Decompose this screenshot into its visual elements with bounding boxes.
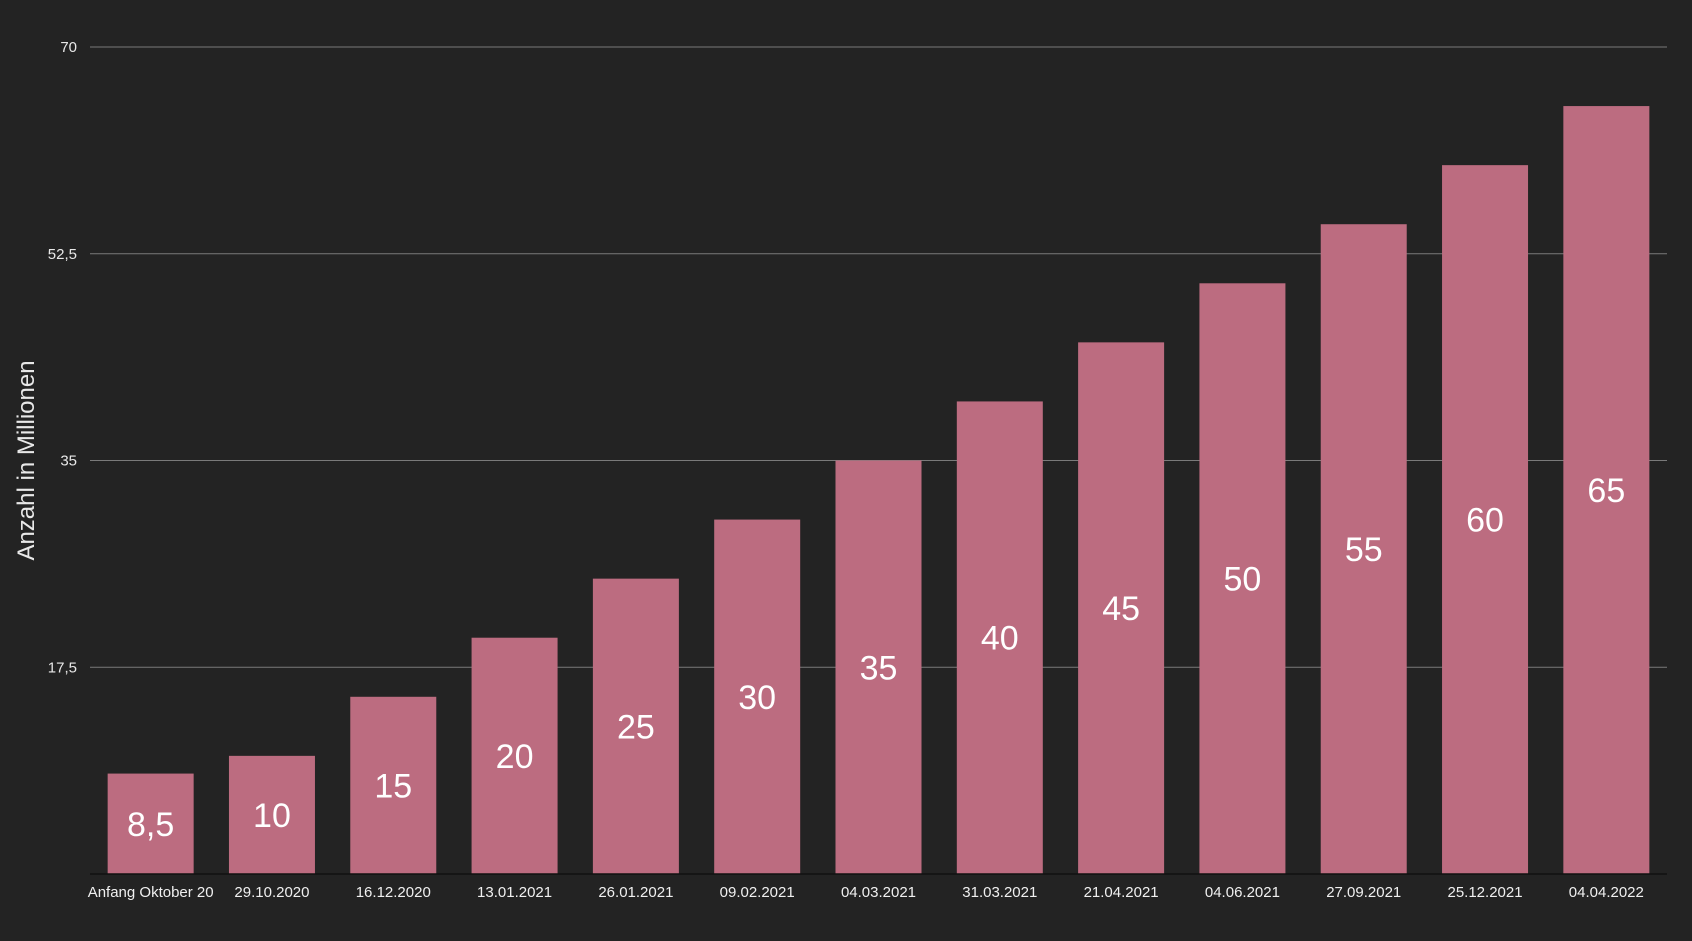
bars [107, 106, 1650, 875]
bar-value-label: 65 [1587, 472, 1625, 510]
bar-value-label: 15 [374, 767, 412, 805]
y-tick-label: 70 [60, 39, 77, 56]
x-tick-label: 31.03.2021 [962, 884, 1037, 901]
bar [107, 773, 194, 874]
bar-value-label: 8,5 [127, 806, 174, 844]
bar-value-label: 55 [1345, 531, 1383, 569]
x-tick-label: Anfang Oktober 20 [88, 884, 214, 901]
bar [1563, 106, 1650, 875]
x-tick-label: 21.04.2021 [1084, 884, 1159, 901]
bar-value-label: 30 [738, 679, 776, 717]
x-tick-label: 04.03.2021 [841, 884, 916, 901]
x-tick-label: 25.12.2021 [1447, 884, 1522, 901]
bar [835, 460, 922, 874]
bar [1199, 283, 1286, 874]
x-axis-ticks: Anfang Oktober 20 29.10.2020 16.12.2020 13.… [88, 884, 1644, 901]
bar-value-label: 20 [496, 738, 534, 776]
x-tick-label: 16.12.2020 [356, 884, 431, 901]
bar-value-label: 35 [860, 649, 898, 687]
bar-value-label: 45 [1102, 590, 1140, 628]
bar-value-label: 40 [981, 620, 1019, 658]
bar [1078, 342, 1165, 874]
y-tick-label: 17,5 [48, 659, 77, 676]
bar [1442, 165, 1529, 875]
x-tick-label: 26.01.2021 [598, 884, 673, 901]
x-tick-label: 09.02.2021 [720, 884, 795, 901]
x-tick-label: 29.10.2020 [234, 884, 309, 901]
bar-value-label: 25 [617, 708, 655, 746]
bar [592, 578, 679, 874]
bar-value-label: 10 [253, 797, 291, 835]
bar [956, 401, 1043, 874]
x-tick-label: 13.01.2021 [477, 884, 552, 901]
bar-value-label: 50 [1224, 561, 1262, 599]
y-tick-label: 35 [60, 453, 77, 470]
x-tick-label: 04.06.2021 [1205, 884, 1280, 901]
y-axis-ticks: 17,5 35 52,5 70 [48, 39, 77, 676]
data-labels: 8,5 10 15 20 25 30 35 40 45 50 55 60 65 [127, 472, 1625, 844]
bar [714, 519, 801, 874]
x-tick-label: 04.04.2022 [1569, 884, 1644, 901]
x-tick-label: 27.09.2021 [1326, 884, 1401, 901]
bar [471, 637, 558, 874]
y-tick-label: 52,5 [48, 246, 77, 263]
bar [350, 696, 437, 874]
bar-value-label: 60 [1466, 502, 1504, 540]
y-axis-title: Anzahl in Millionen [13, 360, 40, 560]
bar [228, 755, 315, 874]
bar [1320, 224, 1407, 874]
